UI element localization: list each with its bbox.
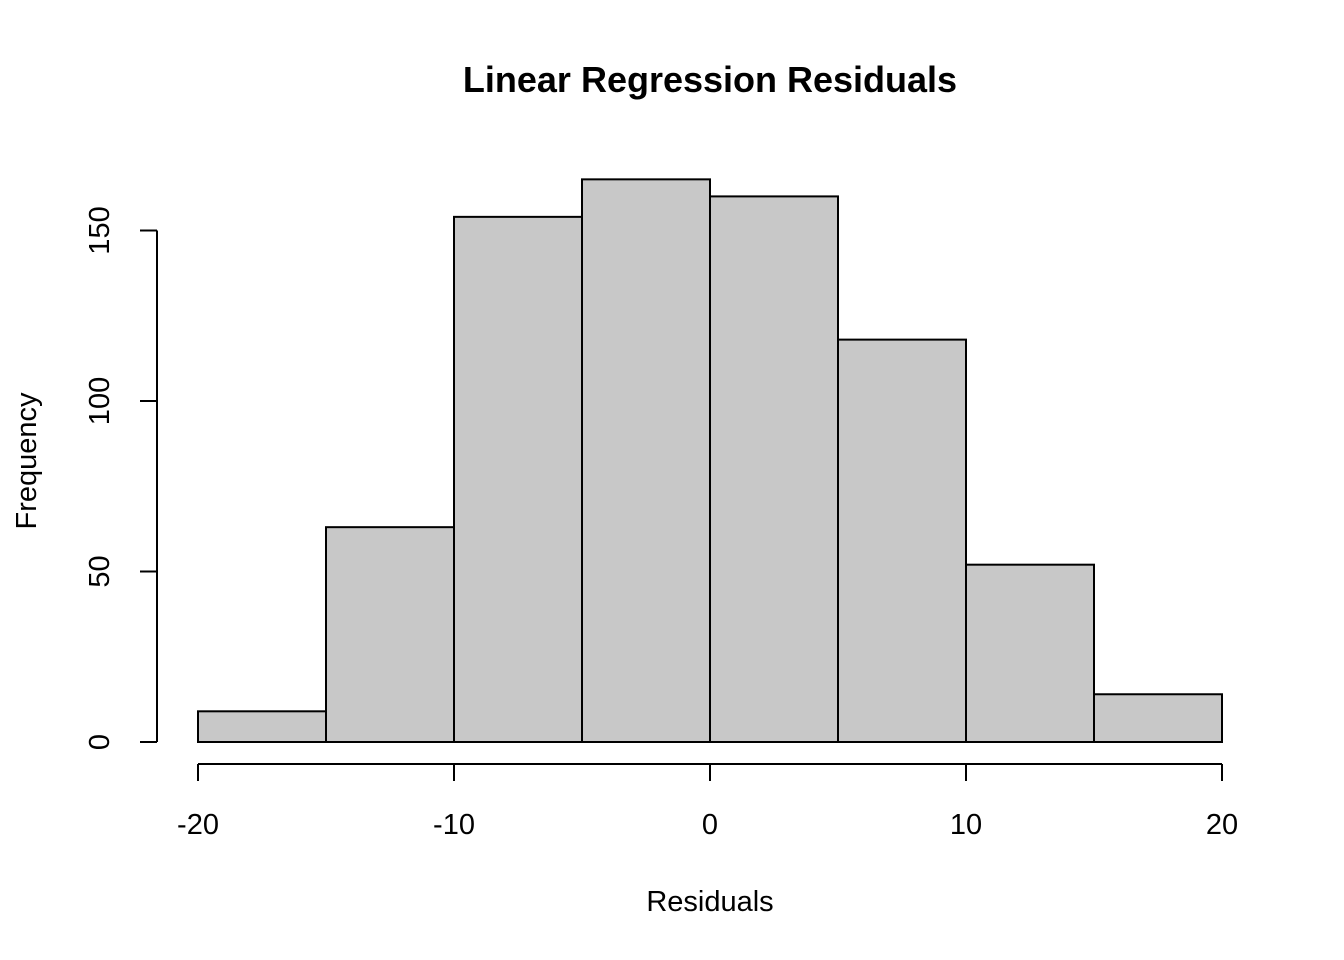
y-axis-label: Frequency bbox=[11, 392, 43, 530]
y-tick-label: 100 bbox=[84, 377, 116, 425]
histogram-bar bbox=[837, 338, 967, 743]
y-tick-label: 0 bbox=[84, 734, 116, 750]
x-tick-label: 20 bbox=[1206, 809, 1238, 841]
chart-title: Linear Regression Residuals bbox=[463, 59, 957, 100]
x-tick-label: 0 bbox=[702, 809, 718, 841]
histogram-bar bbox=[1093, 693, 1223, 744]
histogram-bar bbox=[709, 195, 839, 743]
x-tick-label: -20 bbox=[177, 809, 219, 841]
histogram-bar bbox=[965, 563, 1095, 743]
y-tick-label: 150 bbox=[84, 206, 116, 254]
bars-group bbox=[197, 178, 1223, 744]
y-tick-label: 50 bbox=[84, 555, 116, 587]
x-axis: -20 -10 0 10 20 bbox=[177, 763, 1238, 841]
histogram-bar bbox=[581, 178, 711, 744]
x-tick-label: -10 bbox=[433, 809, 475, 841]
histogram-bar bbox=[325, 526, 455, 743]
histogram-bar bbox=[453, 215, 583, 744]
y-axis: 0 50 100 150 bbox=[84, 206, 158, 750]
x-tick-label: 10 bbox=[950, 809, 982, 841]
x-axis-label: Residuals bbox=[646, 886, 773, 918]
histogram-bar bbox=[197, 710, 327, 743]
